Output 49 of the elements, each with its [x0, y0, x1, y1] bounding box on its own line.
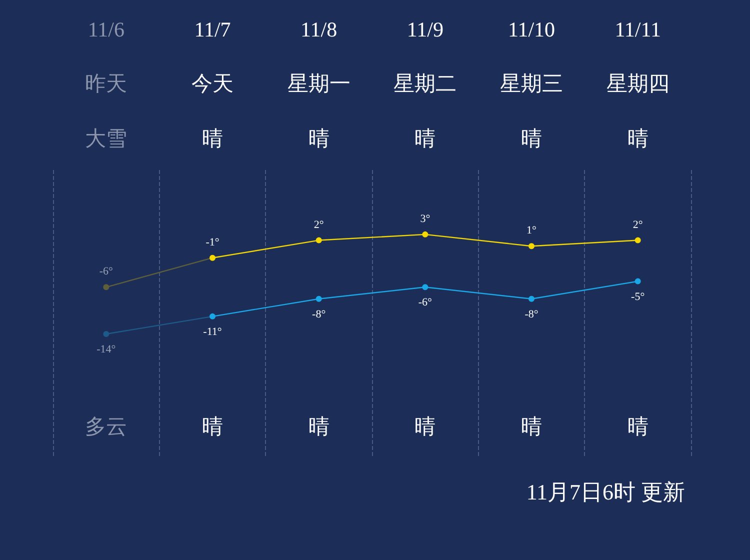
- data-label: -8°: [312, 308, 326, 320]
- text: 星期四: [606, 72, 670, 96]
- data-label: -5°: [631, 290, 645, 303]
- text: 晴: [627, 126, 648, 150]
- point: [103, 331, 110, 337]
- data-label: -6°: [99, 266, 113, 278]
- text: 晴: [414, 414, 436, 438]
- point: [422, 284, 428, 290]
- text: 晴: [627, 414, 648, 438]
- text: 星期一: [287, 72, 350, 96]
- point: [210, 254, 216, 261]
- text: 昨天: [85, 72, 128, 96]
- point: [316, 237, 322, 244]
- x-tick-label: 11/9: [406, 18, 444, 42]
- data-label: -11°: [203, 326, 222, 338]
- point: [316, 296, 322, 302]
- x-tick-label: 11/8: [300, 18, 338, 42]
- text: 晴: [414, 126, 436, 150]
- text: 大雪: [85, 126, 128, 150]
- data-label: 1°: [526, 224, 536, 237]
- text: 星期二: [394, 72, 457, 96]
- x-tick-label: 11/10: [508, 18, 556, 42]
- text: 今天: [192, 72, 234, 96]
- text: 星期三: [500, 72, 563, 96]
- x-tick-label: 11/11: [614, 18, 661, 42]
- point: [210, 313, 216, 320]
- point: [528, 243, 534, 250]
- data-label: -6°: [418, 296, 432, 309]
- data-label: -8°: [524, 308, 538, 320]
- data-label: 2°: [632, 218, 643, 231]
- point: [422, 231, 428, 238]
- x-tick-label: 11/6: [88, 18, 124, 42]
- text: 多云: [85, 414, 128, 438]
- data-label: 3°: [420, 212, 430, 225]
- data-label: -1°: [206, 236, 220, 248]
- point: [634, 278, 641, 284]
- text: 晴: [521, 126, 542, 150]
- data-label: 2°: [314, 218, 324, 231]
- text: 晴: [202, 414, 223, 438]
- point: [634, 237, 641, 244]
- text: 晴: [521, 414, 542, 438]
- text: 11月7日6时 更新: [526, 480, 686, 504]
- text: 晴: [308, 126, 330, 150]
- point: [103, 284, 110, 290]
- x-tick-label: 11/7: [194, 18, 231, 42]
- text: 晴: [202, 126, 223, 150]
- point: [528, 296, 534, 302]
- text: 晴: [308, 414, 330, 438]
- data-label: -14°: [96, 344, 116, 356]
